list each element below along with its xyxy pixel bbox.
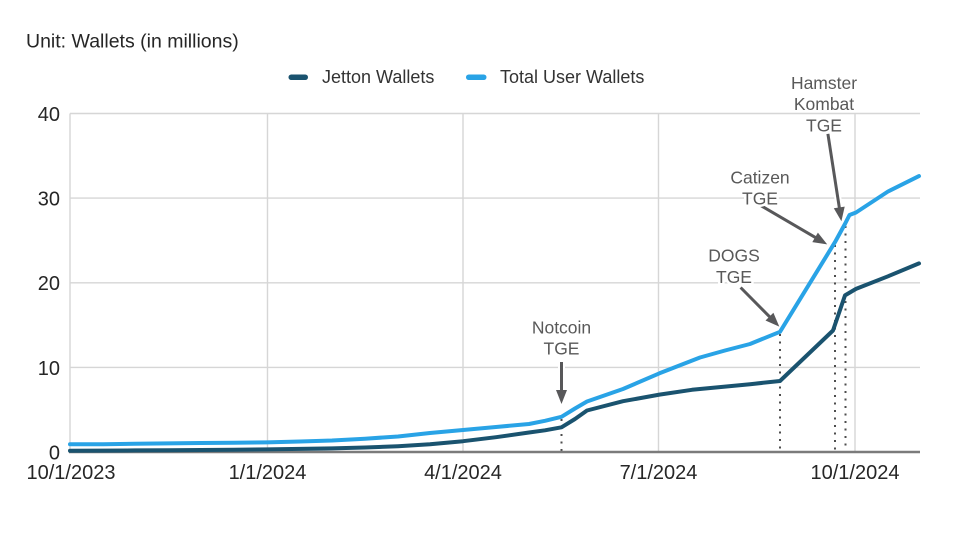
svg-text:Total User Wallets: Total User Wallets: [500, 67, 644, 87]
svg-text:0: 0: [49, 442, 60, 464]
svg-text:20: 20: [38, 273, 60, 295]
svg-text:TGE: TGE: [544, 339, 580, 359]
svg-text:Catizen: Catizen: [730, 168, 789, 188]
svg-text:7/1/2024: 7/1/2024: [620, 462, 698, 484]
svg-text:10/1/2024: 10/1/2024: [811, 462, 900, 484]
svg-text:10/1/2023: 10/1/2023: [27, 462, 116, 484]
svg-text:Jetton Wallets: Jetton Wallets: [322, 67, 434, 87]
svg-text:30: 30: [38, 189, 60, 211]
svg-text:40: 40: [38, 104, 60, 126]
svg-text:Notcoin: Notcoin: [532, 318, 591, 338]
svg-text:Hamster: Hamster: [791, 73, 857, 93]
svg-text:4/1/2024: 4/1/2024: [424, 462, 502, 484]
svg-text:TGE: TGE: [742, 189, 778, 209]
svg-text:TGE: TGE: [716, 267, 752, 287]
svg-text:DOGS: DOGS: [708, 246, 760, 266]
svg-text:Kombat: Kombat: [794, 94, 854, 114]
svg-text:TGE: TGE: [806, 116, 842, 136]
svg-text:1/1/2024: 1/1/2024: [229, 462, 307, 484]
svg-text:10: 10: [38, 358, 60, 380]
svg-text:Unit: Wallets (in millions): Unit: Wallets (in millions): [26, 31, 239, 53]
